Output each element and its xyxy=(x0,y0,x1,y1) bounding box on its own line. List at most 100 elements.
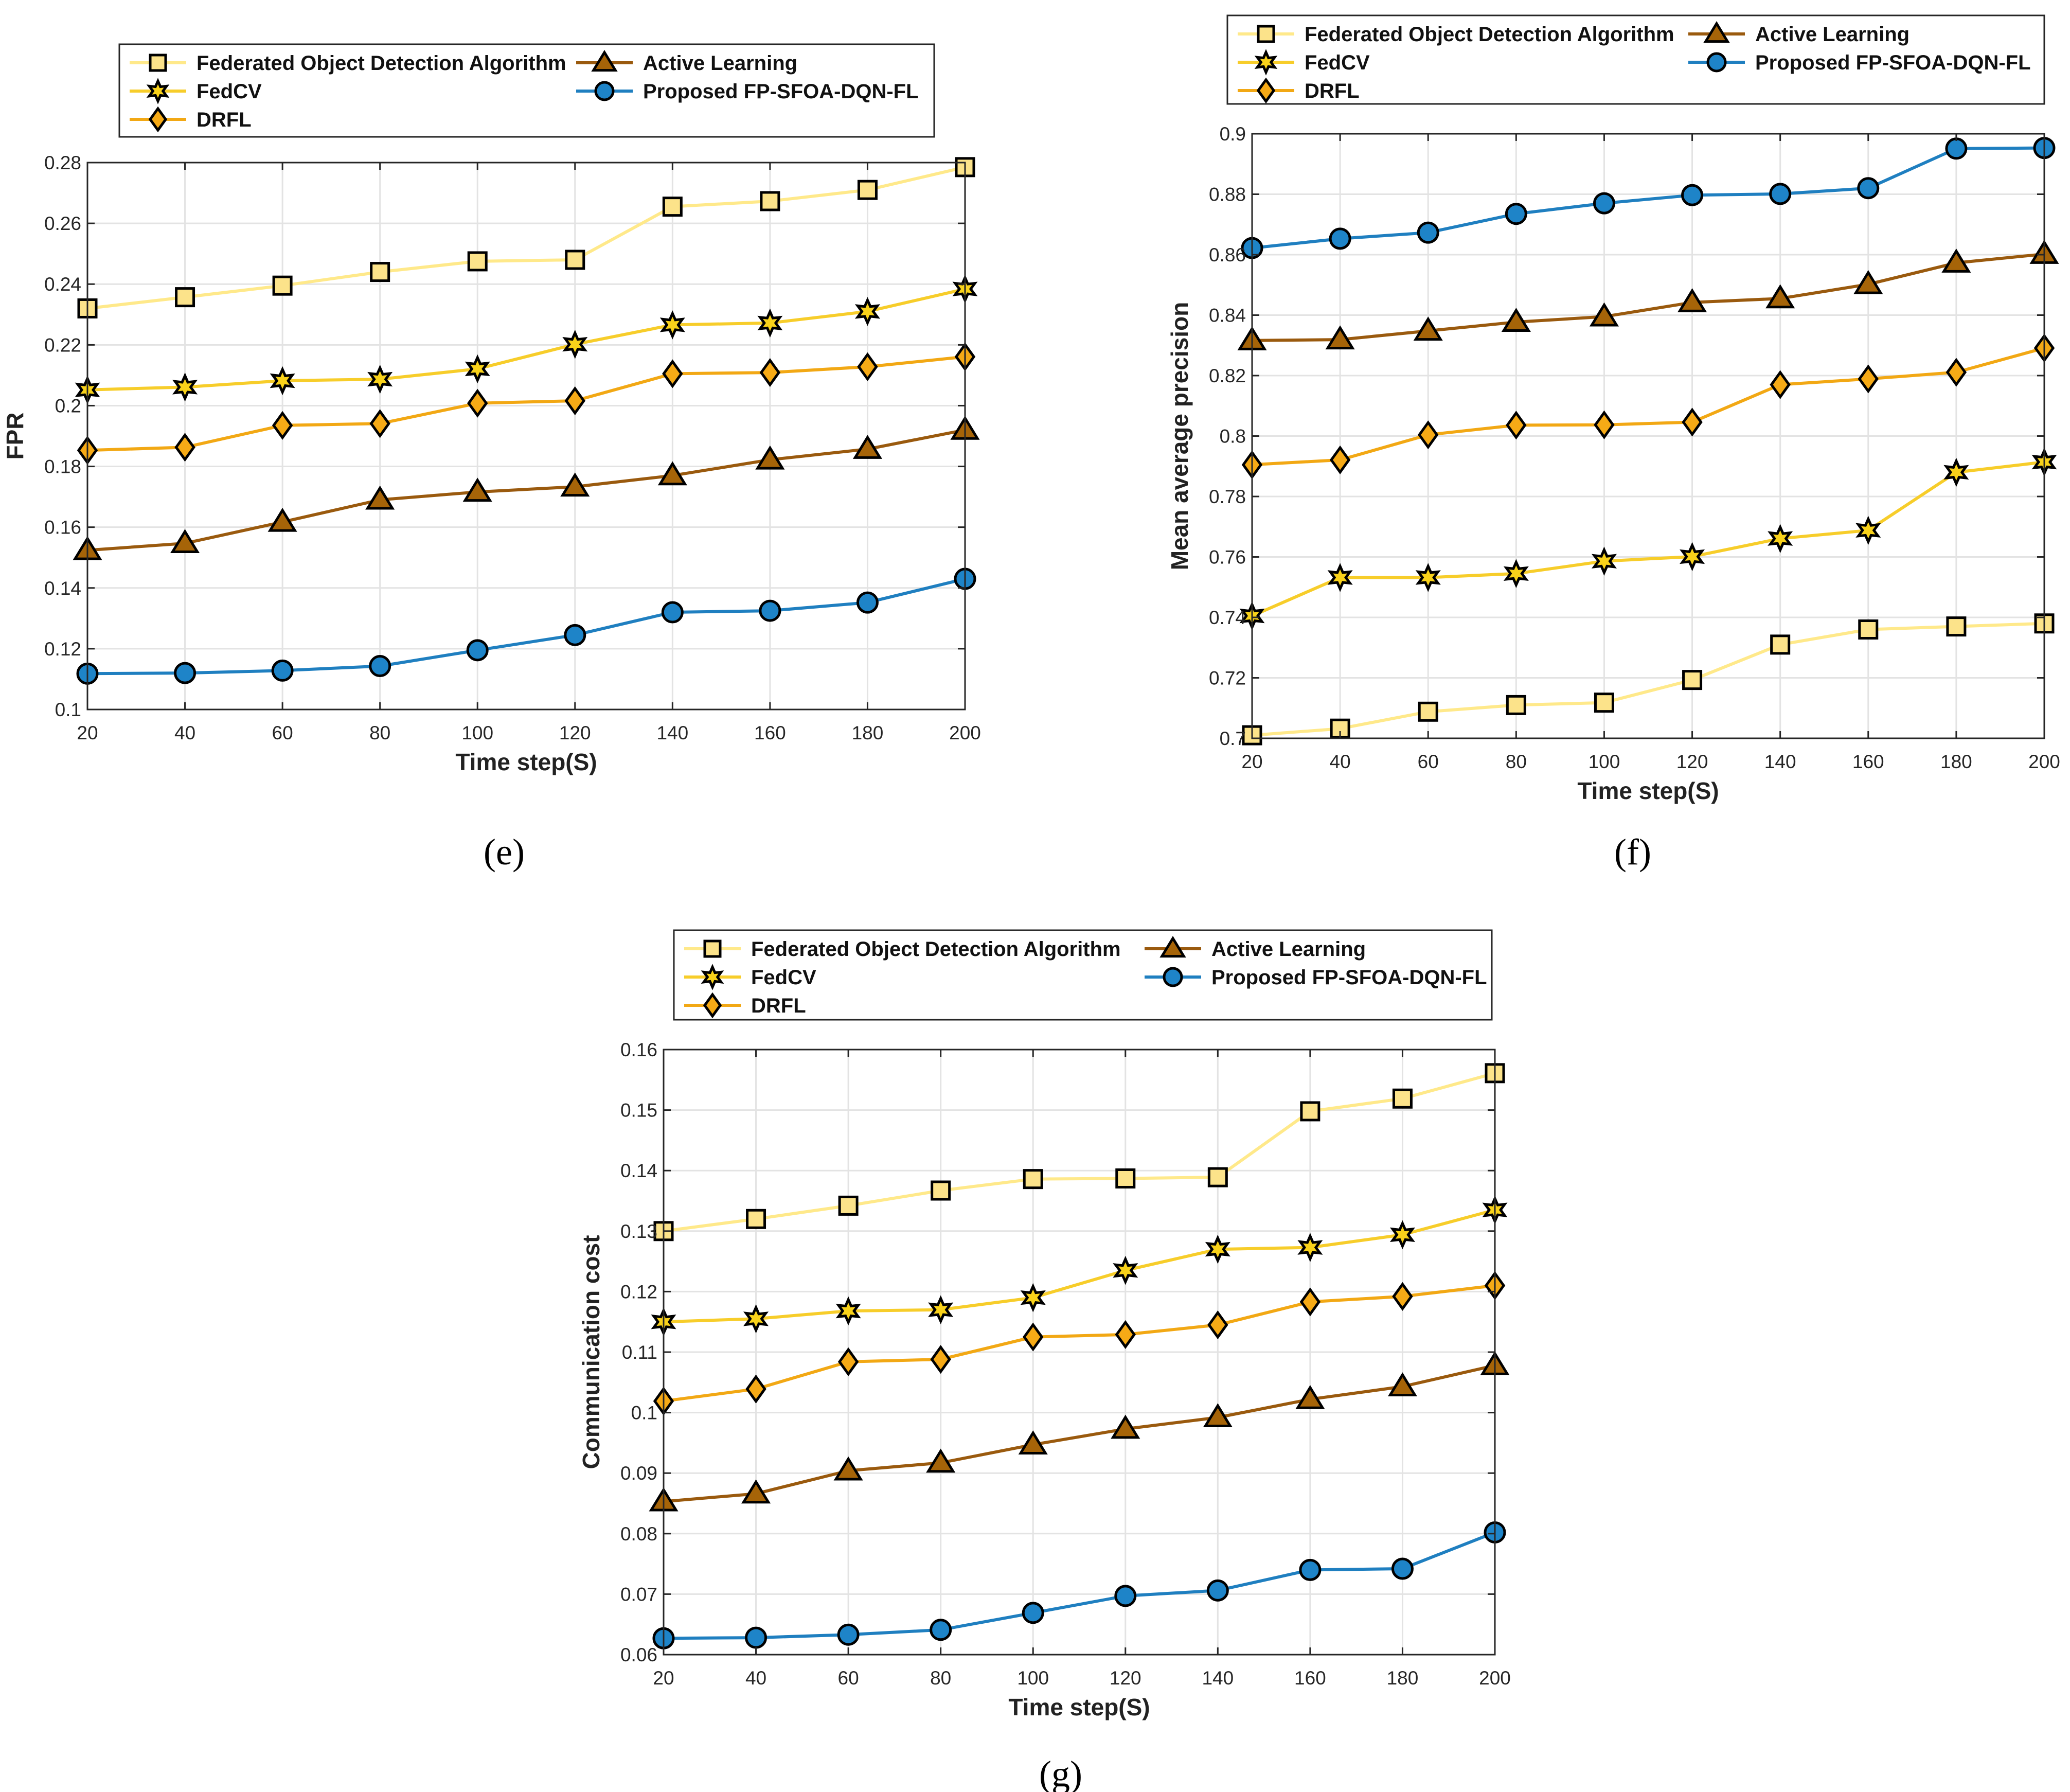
data-point-drfl xyxy=(1329,445,1351,474)
y-tick-label: 0.88 xyxy=(1209,184,1246,205)
data-point-active-learning xyxy=(1589,302,1619,327)
y-tick-label: 0.1 xyxy=(55,699,81,720)
x-tick-label: 140 xyxy=(1202,1667,1234,1689)
legend-item-proposed-fp-sfoa-dqn-fl: Proposed FP-SFOA-DQN-FL xyxy=(1688,51,2031,74)
data-point-fedcv xyxy=(1389,1220,1415,1250)
y-tick-label: 0.12 xyxy=(44,638,81,660)
legend-marker-drfl xyxy=(703,992,722,1019)
data-point-proposed-fp-sfoa-dqn-fl xyxy=(1299,1558,1322,1581)
y-tick-label: 0.72 xyxy=(1209,668,1246,689)
y-tick-label: 0.7 xyxy=(1220,728,1246,749)
x-tick-label: 80 xyxy=(930,1667,951,1689)
data-point-active-learning xyxy=(833,1456,863,1481)
data-point-proposed-fp-sfoa-dqn-fl xyxy=(1417,221,1439,244)
data-point-federated-object-detection-algorithm xyxy=(838,1195,859,1216)
legend-item-fedcv: FedCV xyxy=(1238,49,1370,76)
data-point-drfl xyxy=(1207,1310,1228,1340)
data-point-active-learning xyxy=(1325,325,1355,350)
data-point-active-learning xyxy=(1413,316,1443,341)
data-point-drfl xyxy=(1682,407,1703,437)
data-point-drfl xyxy=(1946,358,1967,387)
y-tick-label: 0.06 xyxy=(620,1644,657,1665)
data-point-drfl xyxy=(662,359,683,388)
series-line-federated-object-detection-algorithm xyxy=(1252,622,2045,737)
x-tick-label: 200 xyxy=(2028,751,2060,772)
x-tick-label: 180 xyxy=(852,722,884,743)
legend-item-drfl: DRFL xyxy=(684,992,806,1019)
legend-label: Proposed FP-SFOA-DQN-FL xyxy=(1755,51,2031,74)
x-tick-label: 40 xyxy=(1330,751,1351,772)
data-point-active-learning xyxy=(1203,1403,1233,1428)
series-fedcv xyxy=(651,1195,1508,1337)
panel-caption: (e) xyxy=(484,831,525,873)
legend-marker-federated-object-detection-algorithm xyxy=(1257,25,1275,43)
data-point-federated-object-detection-algorithm xyxy=(1418,701,1438,722)
legend-label: Federated Object Detection Algorithm xyxy=(751,938,1121,961)
y-tick-label: 0.2 xyxy=(55,395,81,416)
y-tick-label: 0.74 xyxy=(1209,607,1246,628)
legend-item-active-learning: Active Learning xyxy=(576,49,797,75)
data-point-federated-object-detection-algorithm xyxy=(467,251,488,272)
chart-panel-f: 20 40 60 80 100 120 140 160 180 200 0.7 0.72 0.74 0.7… xyxy=(1166,14,2060,873)
data-point-drfl xyxy=(1115,1320,1136,1349)
data-point-federated-object-detection-algorithm xyxy=(1392,1088,1413,1109)
x-tick-label: 60 xyxy=(272,722,293,743)
legend: Federated Object Detection Algorithm Acti… xyxy=(1226,14,2045,105)
data-point-fedcv xyxy=(659,310,685,340)
data-point-fedcv xyxy=(743,1304,769,1334)
legend-marker-active-learning xyxy=(1159,935,1186,958)
x-tick-label: 140 xyxy=(656,722,688,743)
y-tick-label: 0.1 xyxy=(631,1403,657,1424)
y-tick-label: 0.22 xyxy=(44,334,81,356)
data-point-active-learning xyxy=(1941,249,1971,273)
data-point-active-learning xyxy=(1501,308,1531,332)
data-point-proposed-fp-sfoa-dqn-fl xyxy=(1505,203,1527,225)
legend-label: Proposed FP-SFOA-DQN-FL xyxy=(1211,966,1487,989)
x-tick-label: 140 xyxy=(1764,751,1796,772)
y-axis-label: Mean average precision xyxy=(1166,302,1193,571)
data-point-federated-object-detection-algorithm xyxy=(272,275,293,296)
legend-item-fedcv: FedCV xyxy=(684,964,816,990)
data-point-proposed-fp-sfoa-dqn-fl xyxy=(1857,177,1880,200)
data-point-proposed-fp-sfoa-dqn-fl xyxy=(1769,183,1792,205)
legend-item-federated-object-detection-algorithm: Federated Object Detection Algorithm xyxy=(684,938,1121,961)
x-tick-label: 120 xyxy=(559,722,591,743)
data-point-federated-object-detection-algorithm xyxy=(1115,1168,1136,1188)
y-tick-label: 0.9 xyxy=(1220,123,1246,145)
data-point-active-learning xyxy=(560,472,590,497)
legend-item-federated-object-detection-algorithm: Federated Object Detection Algorithm xyxy=(130,52,566,75)
y-tick-label: 0.09 xyxy=(620,1463,657,1484)
data-point-fedcv xyxy=(172,372,198,402)
data-point-active-learning xyxy=(657,461,687,486)
x-tick-label: 40 xyxy=(745,1667,766,1689)
data-point-fedcv xyxy=(562,329,588,359)
series-line-active-learning xyxy=(87,428,966,552)
data-point-proposed-fp-sfoa-dqn-fl xyxy=(745,1626,768,1649)
series-line-proposed-fp-sfoa-dqn-fl xyxy=(663,1531,1496,1640)
y-tick-label: 0.12 xyxy=(620,1281,657,1302)
y-tick-label: 0.24 xyxy=(44,274,81,295)
data-point-drfl xyxy=(857,352,878,381)
data-point-proposed-fp-sfoa-dqn-fl xyxy=(1945,137,1968,160)
data-point-federated-object-detection-algorithm xyxy=(1770,634,1791,655)
x-tick-label: 120 xyxy=(1110,1667,1141,1689)
data-point-fedcv xyxy=(1113,1255,1138,1285)
data-point-drfl xyxy=(1770,370,1791,399)
series-line-proposed-fp-sfoa-dqn-fl xyxy=(1252,146,2045,250)
x-tick-label: 160 xyxy=(1852,751,1884,772)
data-point-active-learning xyxy=(1678,288,1707,312)
data-point-proposed-fp-sfoa-dqn-fl xyxy=(564,624,586,646)
data-point-fedcv xyxy=(1297,1233,1323,1262)
legend-marker-drfl xyxy=(1256,77,1276,104)
data-point-active-learning xyxy=(267,507,297,532)
data-point-federated-object-detection-algorithm xyxy=(1682,670,1703,690)
data-point-active-learning xyxy=(1387,1372,1417,1397)
data-point-drfl xyxy=(174,433,195,462)
legend-label: Proposed FP-SFOA-DQN-FL xyxy=(643,80,919,103)
x-axis-label: Time step(S) xyxy=(1008,1694,1150,1720)
legend-box xyxy=(1226,14,2045,105)
legend-marker-proposed-fp-sfoa-dqn-fl xyxy=(1163,967,1183,987)
legend-item-proposed-fp-sfoa-dqn-fl: Proposed FP-SFOA-DQN-FL xyxy=(1145,966,1487,989)
legend-label: FedCV xyxy=(1305,51,1370,74)
data-point-drfl xyxy=(930,1345,951,1374)
